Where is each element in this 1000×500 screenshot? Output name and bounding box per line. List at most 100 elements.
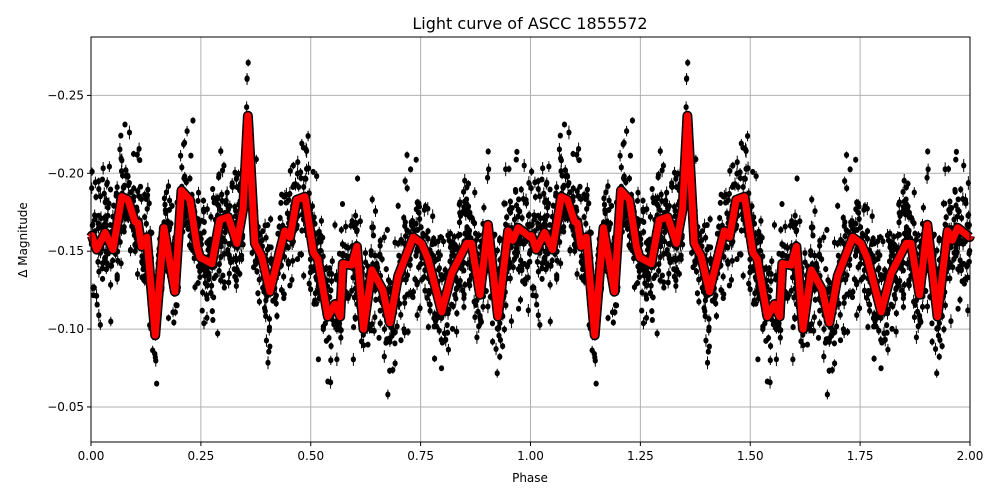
data-point bbox=[747, 286, 753, 293]
data-point bbox=[402, 276, 409, 283]
data-point bbox=[857, 261, 863, 268]
data-point bbox=[443, 336, 449, 343]
data-point bbox=[381, 234, 387, 241]
data-point bbox=[817, 242, 823, 249]
data-point bbox=[516, 196, 522, 203]
data-point bbox=[635, 189, 641, 196]
data-point bbox=[201, 320, 207, 327]
data-point bbox=[965, 274, 971, 281]
data-point bbox=[792, 212, 798, 219]
data-point bbox=[504, 214, 510, 221]
data-point bbox=[547, 318, 553, 325]
data-point bbox=[314, 173, 320, 180]
data-point bbox=[858, 276, 864, 283]
data-point bbox=[266, 315, 273, 322]
data-point bbox=[777, 334, 783, 341]
data-point bbox=[351, 294, 358, 301]
data-point bbox=[456, 219, 463, 226]
data-point bbox=[413, 156, 419, 163]
data-point bbox=[392, 360, 398, 367]
data-point bbox=[402, 219, 408, 226]
data-point bbox=[99, 275, 106, 282]
data-point bbox=[893, 243, 899, 250]
data-point bbox=[647, 290, 653, 297]
data-point bbox=[394, 323, 400, 330]
data-point bbox=[329, 258, 335, 265]
data-point bbox=[790, 324, 796, 331]
data-point bbox=[649, 185, 655, 192]
data-point bbox=[808, 248, 814, 255]
data-point bbox=[853, 156, 859, 163]
data-point bbox=[387, 335, 393, 342]
data-point bbox=[676, 270, 682, 277]
data-point bbox=[673, 175, 679, 182]
data-point bbox=[929, 338, 935, 345]
data-point bbox=[384, 226, 390, 233]
data-point bbox=[286, 197, 292, 204]
data-point bbox=[454, 310, 460, 317]
data-point bbox=[431, 355, 438, 362]
data-point bbox=[145, 186, 151, 193]
data-point bbox=[339, 241, 346, 248]
data-point bbox=[232, 255, 239, 262]
data-point bbox=[187, 175, 193, 182]
data-point bbox=[744, 133, 751, 140]
data-point bbox=[823, 266, 829, 273]
data-point bbox=[767, 343, 774, 350]
data-point bbox=[412, 276, 418, 283]
data-point bbox=[556, 146, 563, 153]
data-point bbox=[947, 198, 953, 205]
data-point bbox=[765, 335, 772, 342]
data-point bbox=[643, 295, 650, 302]
data-point bbox=[583, 220, 589, 227]
data-point bbox=[218, 207, 224, 214]
data-point bbox=[511, 216, 518, 223]
data-point bbox=[865, 323, 871, 330]
data-point bbox=[841, 299, 847, 306]
data-point bbox=[303, 175, 309, 182]
data-point bbox=[640, 320, 647, 327]
data-point bbox=[263, 234, 269, 241]
data-point bbox=[643, 314, 650, 321]
data-point bbox=[485, 148, 491, 155]
data-point bbox=[494, 247, 500, 254]
data-point bbox=[96, 312, 102, 319]
data-point bbox=[338, 334, 344, 341]
data-point bbox=[802, 250, 808, 257]
data-point bbox=[262, 222, 268, 229]
data-point bbox=[943, 214, 949, 221]
data-point bbox=[864, 205, 870, 212]
data-point bbox=[132, 248, 138, 255]
data-point bbox=[472, 189, 478, 196]
data-point bbox=[547, 262, 553, 269]
data-point bbox=[882, 266, 888, 273]
data-point bbox=[525, 307, 531, 314]
data-point bbox=[232, 203, 238, 210]
data-point bbox=[230, 183, 236, 190]
data-point bbox=[501, 200, 507, 207]
data-point bbox=[226, 279, 232, 286]
data-point bbox=[345, 244, 351, 251]
data-point bbox=[734, 256, 740, 263]
data-point bbox=[812, 296, 818, 303]
data-point bbox=[274, 312, 280, 319]
data-point bbox=[911, 298, 917, 305]
data-point bbox=[779, 241, 785, 248]
data-point bbox=[108, 262, 114, 269]
data-point bbox=[717, 199, 724, 206]
data-point bbox=[208, 213, 214, 220]
data-point bbox=[200, 289, 206, 296]
data-point bbox=[664, 189, 670, 196]
data-point bbox=[444, 322, 450, 329]
data-point bbox=[218, 254, 224, 261]
data-point bbox=[408, 222, 415, 229]
data-point bbox=[729, 257, 735, 264]
data-point bbox=[204, 295, 210, 302]
data-point bbox=[837, 311, 843, 318]
data-point bbox=[672, 255, 678, 262]
data-point bbox=[362, 250, 369, 257]
data-point bbox=[494, 370, 500, 377]
data-point bbox=[225, 206, 232, 213]
data-point bbox=[117, 146, 123, 153]
data-point bbox=[884, 322, 890, 329]
